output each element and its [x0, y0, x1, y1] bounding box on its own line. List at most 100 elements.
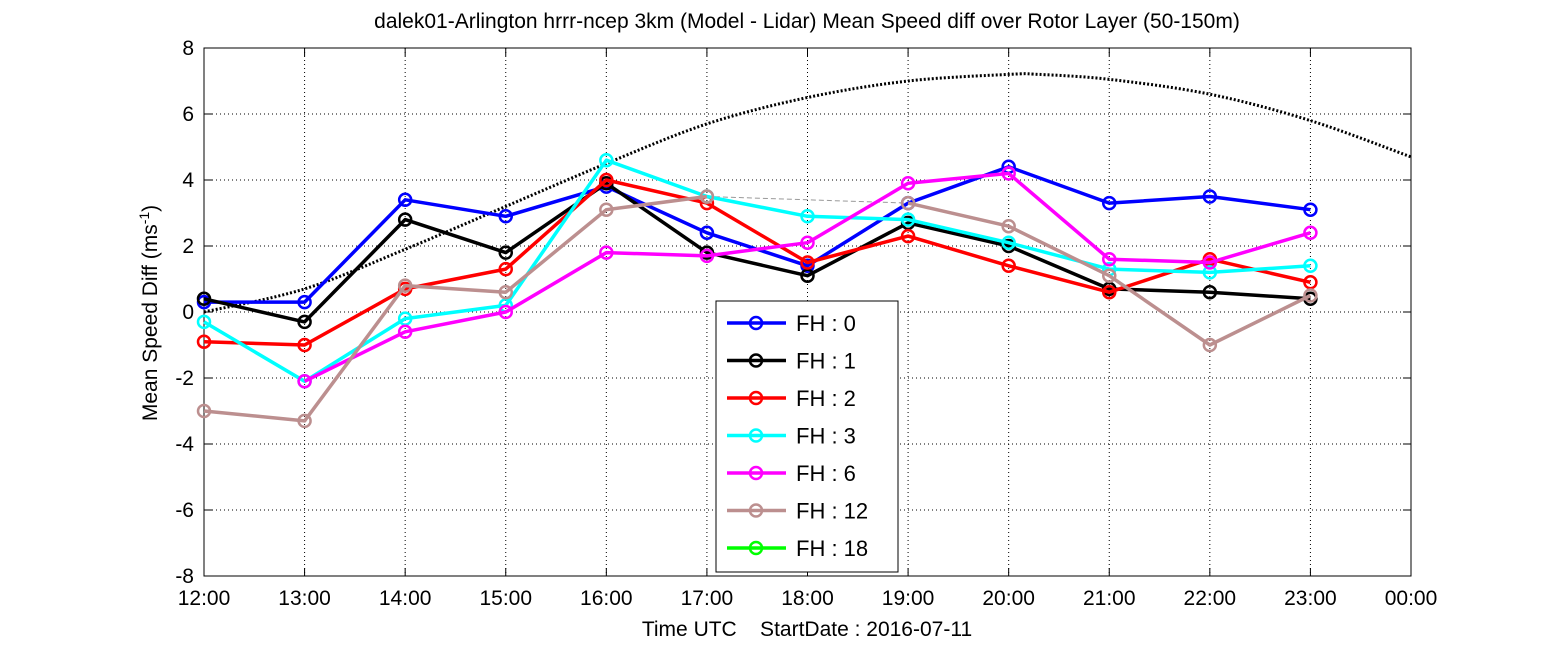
chart-title: dalek01-Arlington hrrr-ncep 3km (Model -…	[374, 10, 1240, 33]
series-line	[907, 201, 1312, 347]
data-point	[1001, 166, 1016, 181]
y-tick-label: 4	[182, 169, 194, 192]
x-tick-label: 12:00	[178, 587, 231, 610]
data-point	[498, 245, 513, 260]
data-point	[1303, 225, 1318, 241]
data-point	[900, 195, 916, 211]
data-point	[1102, 268, 1117, 283]
series-line	[203, 181, 1311, 324]
series-layer	[196, 152, 1318, 429]
x-tick-label: 15:00	[479, 587, 532, 610]
x-tick-label: 19:00	[882, 587, 935, 610]
series-line	[203, 158, 1311, 384]
gap-connector	[706, 196, 909, 204]
data-point	[397, 324, 413, 340]
data-point	[599, 172, 614, 188]
y-tick-label: 2	[182, 235, 194, 258]
data-point	[196, 403, 212, 419]
data-point	[1303, 202, 1318, 217]
legend: FH : 0 FH : 1 FH : 2 FH : 3 FH : 6 FH : 12 FH …	[715, 300, 899, 573]
legend-swatch-marker	[748, 465, 764, 481]
y-tick-labels: -8 -6 -4 -2 0 2 4 6 8	[175, 37, 194, 588]
data-point	[699, 248, 715, 264]
x-tick-label: 16:00	[580, 587, 633, 610]
y-axis-label: Mean Speed Diff (ms-1)	[136, 205, 162, 421]
legend-label: FH : 0	[796, 311, 856, 336]
x-tick-label: 17:00	[681, 587, 734, 610]
data-point	[397, 278, 413, 293]
data-point	[800, 255, 815, 270]
dotted-reference-curve	[203, 72, 1412, 314]
y-tick-label: 6	[182, 103, 194, 126]
y-axis-label-close: )	[139, 205, 162, 212]
data-point	[1202, 337, 1218, 353]
legend-swatch-marker	[748, 540, 764, 556]
data-point	[498, 209, 513, 224]
legend-label: FH : 18	[796, 536, 868, 561]
data-point	[1001, 258, 1016, 274]
data-point	[196, 334, 212, 349]
legend-swatch-marker	[748, 315, 764, 331]
data-point	[699, 189, 715, 204]
data-point	[599, 245, 614, 260]
data-point	[1303, 288, 1318, 303]
legend-swatch-marker	[748, 390, 764, 406]
legend-swatch-marker	[748, 428, 764, 443]
data-point	[1202, 255, 1218, 270]
data-point	[900, 176, 916, 191]
data-point	[297, 374, 312, 389]
y-axis-label-sup: -1	[136, 212, 152, 225]
data-point	[1202, 265, 1218, 280]
legend-label: FH : 6	[796, 461, 856, 486]
dotted-curve-line	[203, 72, 1412, 314]
data-point	[397, 192, 413, 208]
x-tick-label: 20:00	[982, 587, 1035, 610]
data-point	[196, 291, 212, 307]
legend-swatch-marker	[748, 353, 764, 368]
legend-entries: FH : 0 FH : 1 FH : 2 FH : 3 FH : 6 FH : 12 FH …	[727, 311, 868, 561]
legend-label: FH : 12	[796, 499, 868, 524]
data-point	[1001, 235, 1016, 250]
legend-label: FH : 1	[796, 349, 856, 374]
data-point	[1303, 258, 1318, 274]
data-point	[1102, 284, 1117, 300]
data-point	[900, 212, 916, 227]
x-tick-label: 21:00	[1083, 587, 1136, 610]
x-tick-label: 14:00	[379, 587, 432, 610]
data-point	[297, 314, 312, 330]
legend-label: FH : 3	[796, 424, 856, 449]
y-tick-label: -8	[175, 565, 194, 588]
data-point	[297, 294, 312, 310]
y-tick-label: 8	[182, 37, 194, 60]
data-point	[1001, 218, 1016, 234]
x-tick-label: 22:00	[1184, 587, 1237, 610]
y-tick-label: -4	[175, 433, 194, 456]
data-point	[800, 209, 815, 224]
data-point	[297, 413, 312, 429]
y-tick-label: -6	[175, 499, 194, 522]
data-point	[800, 235, 815, 250]
data-point	[599, 202, 614, 217]
data-point	[900, 228, 916, 244]
series-line	[203, 194, 708, 423]
data-point	[699, 225, 715, 241]
data-point	[498, 261, 513, 277]
data-point	[1202, 284, 1218, 300]
legend-swatch-marker	[748, 503, 764, 518]
legend-label: FH : 2	[796, 386, 856, 411]
data-point	[1102, 195, 1117, 211]
data-point	[498, 284, 513, 300]
data-point	[599, 152, 614, 168]
x-tick-label: 00:00	[1385, 587, 1438, 610]
series-fh-6	[297, 166, 1318, 389]
data-point	[297, 337, 312, 353]
x-axis-label: Time UTC StartDate : 2016-07-11	[642, 618, 972, 641]
data-point	[397, 212, 413, 227]
y-tick-label: 0	[182, 301, 194, 324]
data-point	[1202, 189, 1218, 204]
y-tick-label: -2	[175, 367, 194, 390]
data-point	[196, 314, 212, 330]
series-line	[303, 171, 1311, 383]
data-point	[1102, 251, 1117, 267]
